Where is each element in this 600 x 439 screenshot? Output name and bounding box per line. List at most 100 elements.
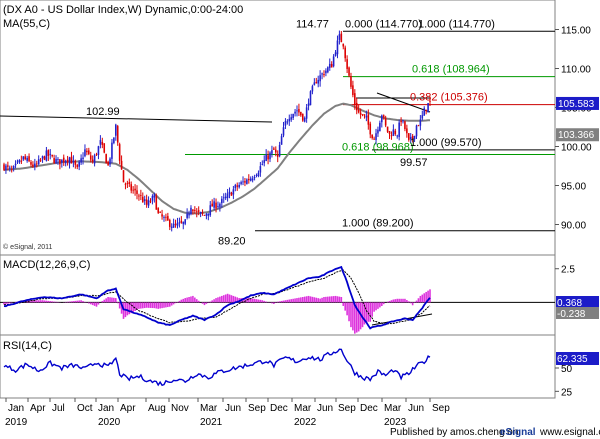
- macd-histogram-bar: [294, 298, 296, 303]
- rsi-value: 62.335: [557, 354, 588, 365]
- macd-histogram-bar: [132, 302, 134, 313]
- macd-histogram-bar: [390, 300, 393, 303]
- candle-body: [197, 210, 200, 212]
- candle-body: [194, 210, 196, 211]
- candle-body: [244, 181, 246, 183]
- macd-histogram-bar: [350, 302, 352, 328]
- price-label: 114.77: [296, 18, 329, 30]
- time-axis: Jan Apr Jul Oct Jan Apr Aug Nov Mar Jun Sep Dec Mar J…: [5, 398, 450, 428]
- macd-histogram-bar: [101, 301, 104, 303]
- candle-body: [80, 158, 82, 163]
- candle-body: [159, 212, 161, 213]
- candle-body: [182, 222, 185, 225]
- macd-histogram-bar: [290, 299, 293, 303]
- candle-body: [221, 198, 223, 204]
- price-tick-label: 115.00: [561, 26, 591, 37]
- macd-histogram-bar: [313, 297, 316, 303]
- candle-body: [425, 109, 427, 112]
- x-axis-month-label: Dec: [270, 403, 288, 414]
- candle-body: [43, 156, 46, 160]
- candlesticks: [3, 30, 431, 232]
- candle-body: [274, 149, 277, 153]
- candle-body: [371, 134, 373, 139]
- candle-body: [404, 121, 406, 129]
- candle-body: [205, 213, 208, 216]
- candle-body: [334, 52, 337, 56]
- macd-histogram-bar: [134, 302, 136, 311]
- fibonacci-lines: [185, 30, 555, 232]
- candle-body: [363, 114, 366, 116]
- candle-body: [354, 93, 356, 105]
- macd-histogram-bar: [91, 302, 94, 306]
- macd-histogram-bar: [107, 297, 109, 303]
- macd-histogram-bar: [180, 299, 183, 303]
- macd-histogram-bar: [246, 298, 248, 303]
- candle-body: [292, 113, 294, 118]
- macd-histogram-bar: [402, 298, 404, 303]
- candle-body: [400, 120, 402, 123]
- macd-histogram-bar: [259, 299, 262, 303]
- candle-body: [68, 157, 71, 164]
- candle-body: [251, 178, 254, 181]
- macd-histogram-bar: [265, 301, 267, 303]
- candle-body: [330, 63, 333, 68]
- price-tick-label: 90.00: [561, 221, 586, 232]
- macd-histogram-bar: [382, 302, 385, 305]
- candle-body: [313, 82, 316, 86]
- macd-histogram-bar: [248, 298, 250, 303]
- x-axis-month-label: Aug: [148, 403, 166, 414]
- macd-histogram-bar: [242, 298, 244, 303]
- candle-body: [62, 157, 65, 163]
- macd-histogram-bar: [352, 302, 354, 331]
- candle-body: [113, 137, 115, 143]
- fib-label: 1.000 (99.570): [410, 137, 482, 149]
- x-axis-month-label: Dec: [360, 403, 378, 414]
- candle-body: [305, 107, 308, 119]
- signal-value: -0.238: [557, 309, 586, 320]
- macd-histogram-bar: [371, 302, 373, 317]
- candle-body: [105, 154, 107, 164]
- macd-histogram-bar: [165, 302, 167, 308]
- candle-body: [213, 201, 215, 208]
- candle-body: [55, 158, 57, 163]
- candle-body: [284, 121, 287, 126]
- macd-histogram-bar: [288, 299, 291, 303]
- macd-histogram-bar: [311, 296, 314, 303]
- candle-body: [28, 156, 30, 162]
- candle-body: [288, 118, 291, 122]
- candle-body: [170, 226, 173, 228]
- macd-histogram-bar: [72, 301, 75, 303]
- candle-body: [124, 183, 127, 185]
- macd-histogram-bar: [201, 302, 204, 304]
- candle-body: [138, 195, 140, 197]
- x-axis-month-label: Mar: [384, 403, 402, 414]
- candle-body: [157, 208, 160, 213]
- candle-body: [355, 102, 358, 111]
- candle-body: [278, 144, 281, 157]
- candle-body: [203, 215, 206, 216]
- x-axis-year-label: 2022: [294, 417, 317, 428]
- macd-histogram-bar: [298, 297, 300, 303]
- candle-body: [257, 172, 260, 177]
- macd-histogram-bar: [425, 291, 427, 303]
- macd-histogram-bar: [344, 302, 346, 311]
- candle-body: [321, 73, 323, 75]
- macd-histogram-bar: [47, 300, 50, 303]
- candle-body: [373, 138, 375, 140]
- macd-histogram-bar: [421, 294, 424, 303]
- candle-body: [161, 214, 163, 217]
- candle-body: [327, 67, 329, 73]
- macd-histogram-bar: [336, 296, 339, 303]
- macd-histogram-bar: [190, 296, 192, 303]
- macd-histogram-bar: [323, 297, 325, 303]
- macd-histogram-bar: [143, 302, 146, 309]
- candle-body: [427, 103, 429, 113]
- candle-body: [280, 136, 283, 145]
- x-axis-month-label: Sep: [248, 403, 266, 414]
- macd-histogram-bar: [222, 295, 225, 303]
- footer-brand: eSignal: [500, 427, 536, 438]
- candle-body: [118, 144, 121, 161]
- candle-body: [74, 160, 77, 165]
- macd-histogram-bar: [159, 302, 161, 309]
